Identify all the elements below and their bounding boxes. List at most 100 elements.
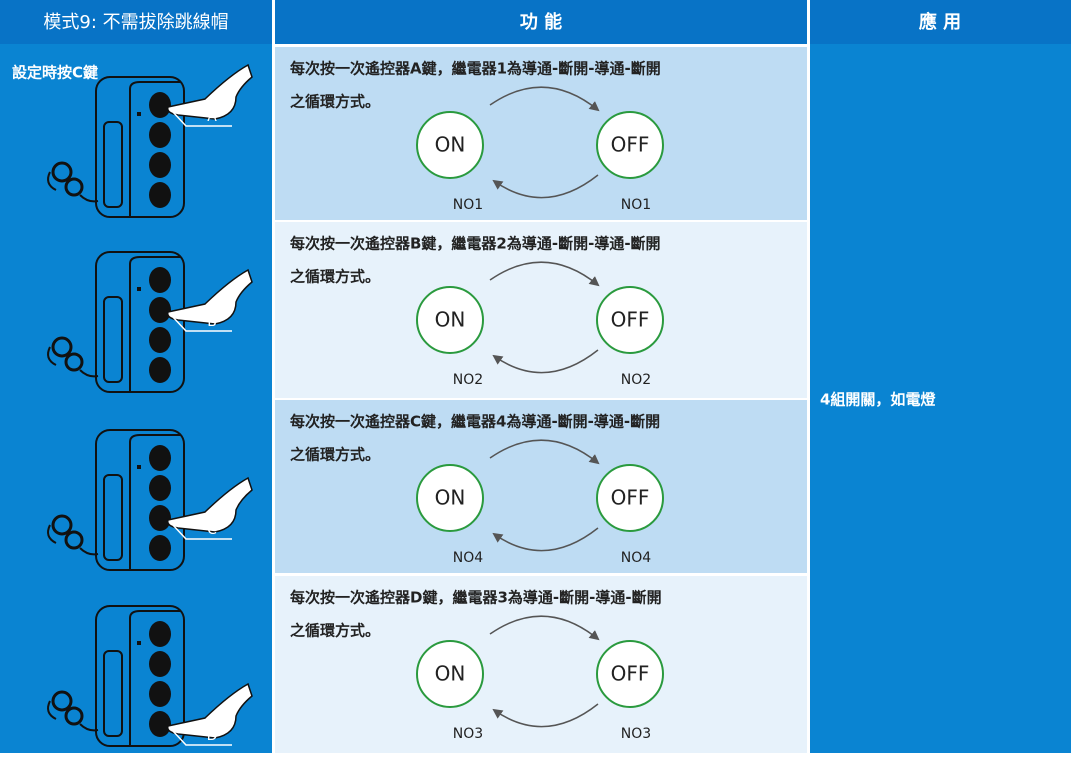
relay-label: NO2 [453,372,483,388]
function-text: 之循環方式。 [290,268,380,286]
right-column [810,0,1071,753]
remote-frame [129,81,180,217]
function-cell [275,222,807,398]
remote-button [149,327,171,353]
remote-button [149,475,171,501]
off-label: OFF [611,133,650,157]
arrow [489,86,600,112]
off-label: OFF [611,486,650,510]
function-cell [275,47,807,220]
hand [166,63,253,120]
remote-button [149,535,171,561]
off-state [596,286,664,354]
remote-inner [103,296,123,383]
arrow [489,261,600,287]
button-key: B [207,314,217,330]
remote-body [95,429,185,571]
arrow [489,615,600,641]
off-state [596,111,664,179]
on-state [416,111,484,179]
remote-button [149,152,171,178]
remote-button [149,297,171,323]
header-text: 功 能 [520,11,562,33]
off-state [596,640,664,708]
hand [166,682,253,739]
function-text: 之循環方式。 [290,622,380,640]
remote-body [95,76,185,218]
remote-dot [137,112,141,116]
function-text: 每次按一次遙控器D鍵，繼電器3為導通-斷開-導通-斷開 [290,589,662,607]
header-cell [275,0,807,44]
application-text: 4組開關，如電燈 [820,391,936,409]
function-text: 每次按一次遙控器C鍵，繼電器4為導通-斷開-導通-斷開 [290,413,660,431]
relay-label: NO1 [621,197,651,213]
remote-inner [103,474,123,561]
remote-frame [129,610,180,746]
relay-label: NO4 [621,550,651,566]
remote-frame [129,256,180,392]
keychain [64,352,84,372]
remote-button [149,182,171,208]
remote-button [149,711,171,737]
remote-dot [137,465,141,469]
button-key: C [207,522,217,538]
remote-button [149,267,171,293]
keychain [64,530,84,550]
arrow [492,703,599,728]
remote-dot [137,641,141,645]
button-key: D [207,728,218,744]
keychain [47,171,99,203]
keychain [47,700,99,732]
function-text: 每次按一次遙控器B鍵，繼電器2為導通-斷開-導通-斷開 [290,235,661,253]
remote-body [95,605,185,747]
hand [166,268,253,325]
pointer-line [171,523,232,540]
pointer-line [171,110,232,127]
relay-label: NO2 [621,372,651,388]
header-text: 應 用 [919,11,961,33]
remote-button [149,445,171,471]
function-cell [275,400,807,573]
keychain [51,514,73,536]
relay-label: NO3 [453,726,483,742]
mode-instruction: 設定時按C鍵 [12,64,98,82]
on-label: ON [435,486,466,510]
keychain [51,690,73,712]
remote-inner [103,650,123,737]
function-text: 之循環方式。 [290,93,380,111]
keychain [51,161,73,183]
function-cell [275,576,807,753]
header-cell [810,0,1071,44]
remote-inner [103,121,123,208]
remote-button [149,651,171,677]
arrow [489,439,600,465]
remote-button [149,357,171,383]
arrow [492,349,599,374]
remote-button [149,92,171,118]
remote-frame [129,434,180,570]
remote-button [149,681,171,707]
keychain [47,524,99,556]
on-state [416,464,484,532]
function-text: 每次按一次遙控器A鍵，繼電器1為導通-斷開-導通-斷開 [290,60,661,78]
keychain [64,177,84,197]
relay-label: NO3 [621,726,651,742]
remote-button [149,621,171,647]
arrow [492,174,599,199]
off-state [596,464,664,532]
remote-dot [137,287,141,291]
arrow [492,527,599,552]
relay-label: NO4 [453,550,483,566]
keychain [51,336,73,358]
keychain [64,706,84,726]
relay-label: NO1 [453,197,483,213]
remote-button [149,505,171,531]
button-key: A [207,109,217,125]
on-label: ON [435,133,466,157]
keychain [47,346,99,378]
on-label: ON [435,662,466,686]
header-text: 模式9: 不需拔除跳線帽 [43,12,228,33]
on-label: ON [435,308,466,332]
hand [166,476,253,533]
